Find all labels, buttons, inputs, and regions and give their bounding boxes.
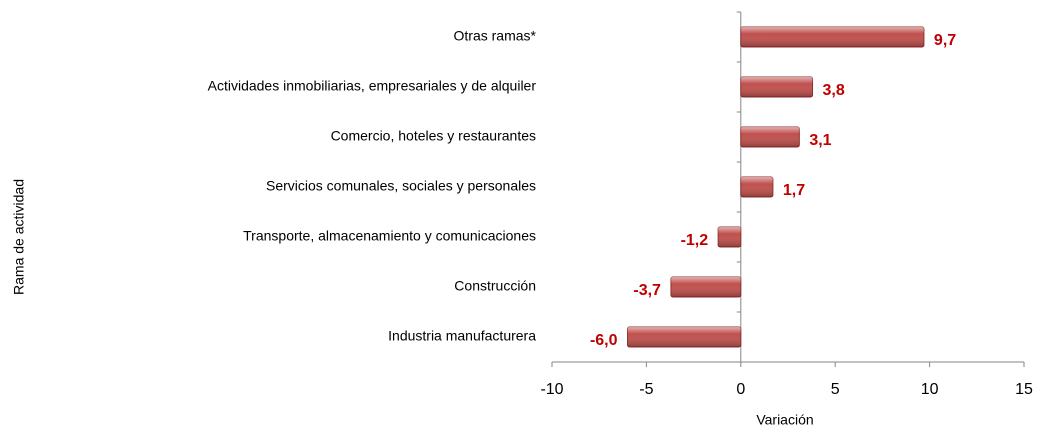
value-label: 1,7 [783,182,805,199]
value-label: 9,7 [934,32,956,49]
bar-shade [740,77,813,97]
bar-shade [740,127,800,147]
x-tick-label: -10 [540,381,563,398]
x-axis-label: Variación [756,412,813,428]
bar-shade [670,277,741,297]
y-tick-label: Otras ramas* [454,28,537,44]
x-tick-label: 5 [831,381,840,398]
value-label: 3,8 [823,82,845,99]
y-tick-label: Actividades inmobiliarias, empresariales… [208,78,537,94]
x-tick-label: -5 [639,381,653,398]
bar-shade [627,327,741,347]
y-tick-label: Construcción [454,278,536,294]
y-tick-label: Comercio, hoteles y restaurantes [331,128,536,144]
y-tick-label: Servicios comunales, sociales y personal… [266,178,536,194]
y-axis-label: Rama de actividad [11,179,27,295]
x-tick-label: 10 [921,381,939,398]
value-label: -3,7 [633,282,661,299]
x-tick-label: 0 [736,381,745,398]
value-label: 3,1 [809,132,831,149]
bar-shade [740,177,773,197]
bar-shade [740,27,924,47]
bar-shade [718,227,741,247]
y-tick-label: Transporte, almacenamiento y comunicacio… [243,228,536,244]
value-label: -1,2 [681,232,709,249]
y-tick-label: Industria manufacturera [388,328,536,344]
x-tick-label: 15 [1015,381,1033,398]
value-label: -6,0 [590,332,618,349]
